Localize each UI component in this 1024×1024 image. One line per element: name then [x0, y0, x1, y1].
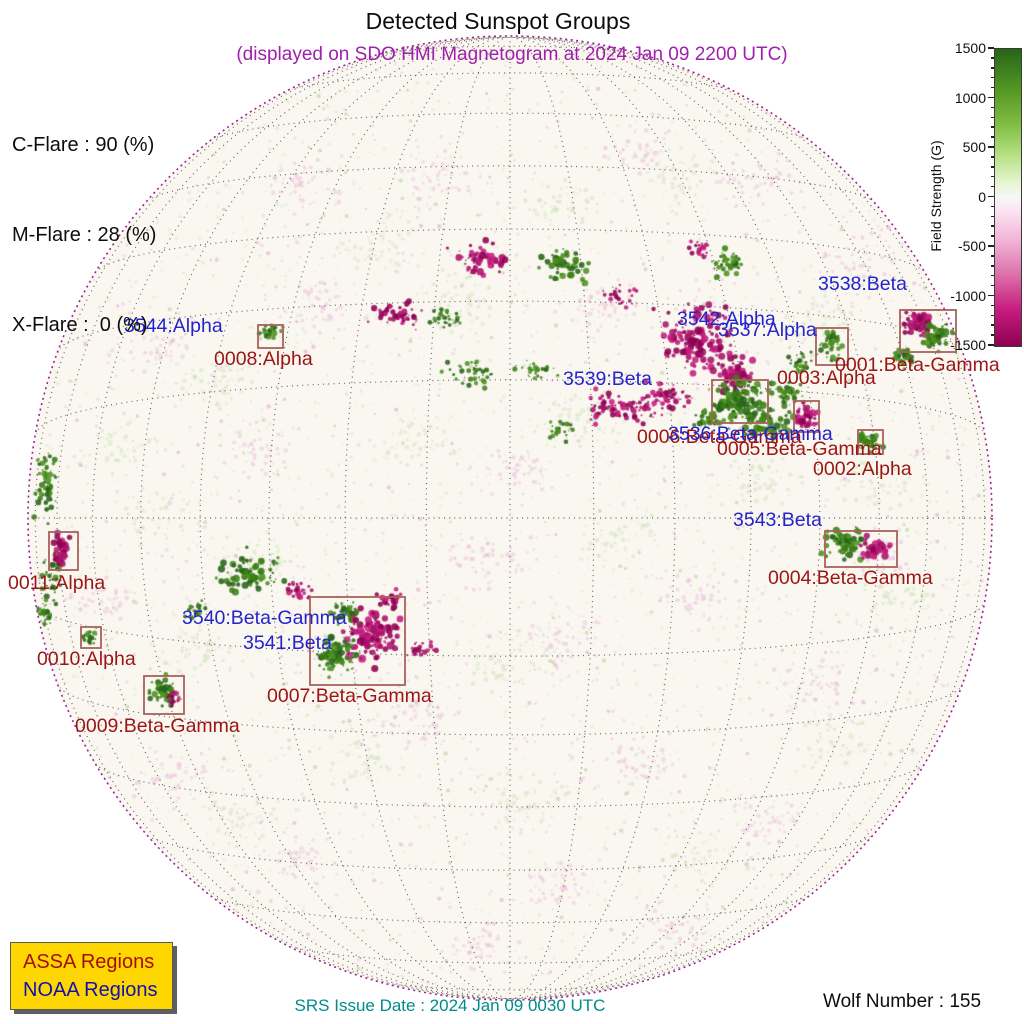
wolf-number: Wolf Number : 155	[823, 991, 982, 1012]
region-box	[309, 596, 406, 686]
c-flare-probability: C-Flare : 90 (%)	[12, 134, 155, 156]
assa-region-label: 0008:Alpha	[214, 348, 313, 370]
colorbar-tick-label: -1500	[950, 337, 986, 353]
colorbar-tick-mark	[990, 215, 994, 218]
noaa-region-label: 3536:Beta-Gamma	[668, 423, 833, 445]
colorbar-tick-mark	[990, 86, 994, 89]
region-box	[899, 309, 957, 353]
colorbar-axis-label: Field Strength (G)	[928, 140, 944, 252]
noaa-region-label: 3538:Beta	[818, 273, 907, 295]
colorbar-tick-mark	[988, 245, 994, 247]
colorbar-tick-mark	[988, 195, 994, 198]
assa-region-label: 0006:Beta-Gamma	[637, 426, 802, 448]
colorbar-tick-label: 1000	[954, 89, 986, 106]
colorbar-tick-mark	[990, 185, 994, 188]
region-box	[857, 429, 884, 455]
assa-region-label: 0009:Beta-Gamma	[75, 715, 240, 737]
colorbar-tick-mark	[990, 116, 994, 119]
assa-region-label: 0002:Alpha	[813, 458, 912, 480]
colorbar-tick-mark	[990, 225, 994, 227]
flare-risk-panel: C-Flare : 90 (%) M-Flare : 28 (%) X-Flar…	[12, 70, 156, 400]
m-flare-probability: M-Flare : 28 (%)	[12, 224, 157, 246]
colorbar-tick-mark	[988, 146, 994, 148]
noaa-region-label: 3539:Beta	[563, 368, 652, 390]
assa-region-label: 0010:Alpha	[37, 648, 136, 670]
colorbar-tick-label: 0	[978, 188, 986, 205]
region-box	[48, 531, 79, 571]
colorbar-tick-mark	[990, 334, 994, 336]
x-flare-probability: X-Flare : 0 (%)	[12, 314, 148, 336]
noaa-region-label: 3537:Alpha	[718, 319, 817, 341]
colorbar-tick-mark	[988, 47, 994, 49]
noaa-region-label: 3540:Beta-Gamma	[182, 607, 347, 629]
assa-region-label: 0004:Beta-Gamma	[768, 567, 933, 589]
colorbar-tick-mark	[990, 255, 994, 257]
colorbar-tick-mark	[990, 156, 994, 158]
assa-region-label: 0001:Beta-Gamma	[835, 354, 1000, 376]
region-box	[80, 626, 102, 649]
noaa-region-label: 3542:Alpha	[677, 308, 776, 330]
field-strength-colorbar	[994, 48, 1022, 347]
srs-issue-date: SRS Issue Date : 2024 Jan 09 0030 UTC	[294, 996, 606, 1015]
colorbar-tick-mark	[988, 96, 994, 99]
colorbar-tick-mark	[990, 175, 994, 178]
noaa-region-label: 3544:Alpha	[124, 315, 223, 337]
colorbar-tick-mark	[990, 284, 994, 287]
assa-region-boxes	[48, 309, 957, 715]
colorbar-tick-mark	[990, 265, 994, 267]
colorbar-tick-label: -500	[957, 238, 986, 254]
region-box	[815, 327, 849, 366]
colorbar-tick-mark	[988, 344, 994, 346]
colorbar-tick-mark	[990, 67, 994, 69]
colorbar-tick-mark	[990, 166, 994, 168]
colorbar-tick-mark	[990, 274, 994, 277]
colorbar-tick-mark	[990, 76, 994, 79]
region-box	[793, 400, 820, 433]
colorbar-tick-mark	[990, 136, 994, 138]
assa-region-label: 0003:Alpha	[777, 367, 876, 389]
region-box	[257, 324, 284, 349]
solar-limb	[27, 35, 993, 1001]
colorbar-tick-mark	[990, 126, 994, 128]
colorbar-tick-mark	[990, 57, 994, 59]
legend-noaa-label: NOAA Regions	[23, 979, 158, 1001]
magnetogram-caption: (displayed on SDO HMI Magnetogram at 202…	[236, 44, 788, 65]
assa-region-label: 0011:Alpha	[8, 572, 106, 594]
colorbar-tick-mark	[990, 106, 994, 109]
page-title: Detected Sunspot Groups	[365, 8, 631, 34]
region-box	[711, 379, 769, 424]
assa-region-label: 0005:Beta-Gamma	[717, 438, 882, 460]
colorbar-tick-mark	[990, 314, 994, 317]
colorbar-tick-mark	[990, 324, 994, 326]
legend-assa-label: ASSA Regions	[23, 951, 155, 973]
colorbar-tick-mark	[990, 205, 994, 208]
region-box	[143, 675, 185, 715]
colorbar-tick-mark	[990, 304, 994, 307]
assa-region-label: 0007:Beta-Gamma	[267, 685, 432, 707]
colorbar-tick-mark	[988, 294, 994, 297]
colorbar-tick-mark	[990, 235, 994, 237]
colorbar-tick-label: 1500	[954, 40, 986, 56]
region-box	[824, 530, 898, 568]
colorbar-tick-label: -1000	[950, 287, 986, 304]
regions-legend: ASSA Regions NOAA Regions	[10, 942, 173, 1010]
noaa-region-label: 3541:Beta	[243, 632, 332, 654]
noaa-region-label: 3543:Beta	[733, 509, 822, 531]
colorbar-tick-label: 500	[962, 139, 986, 155]
